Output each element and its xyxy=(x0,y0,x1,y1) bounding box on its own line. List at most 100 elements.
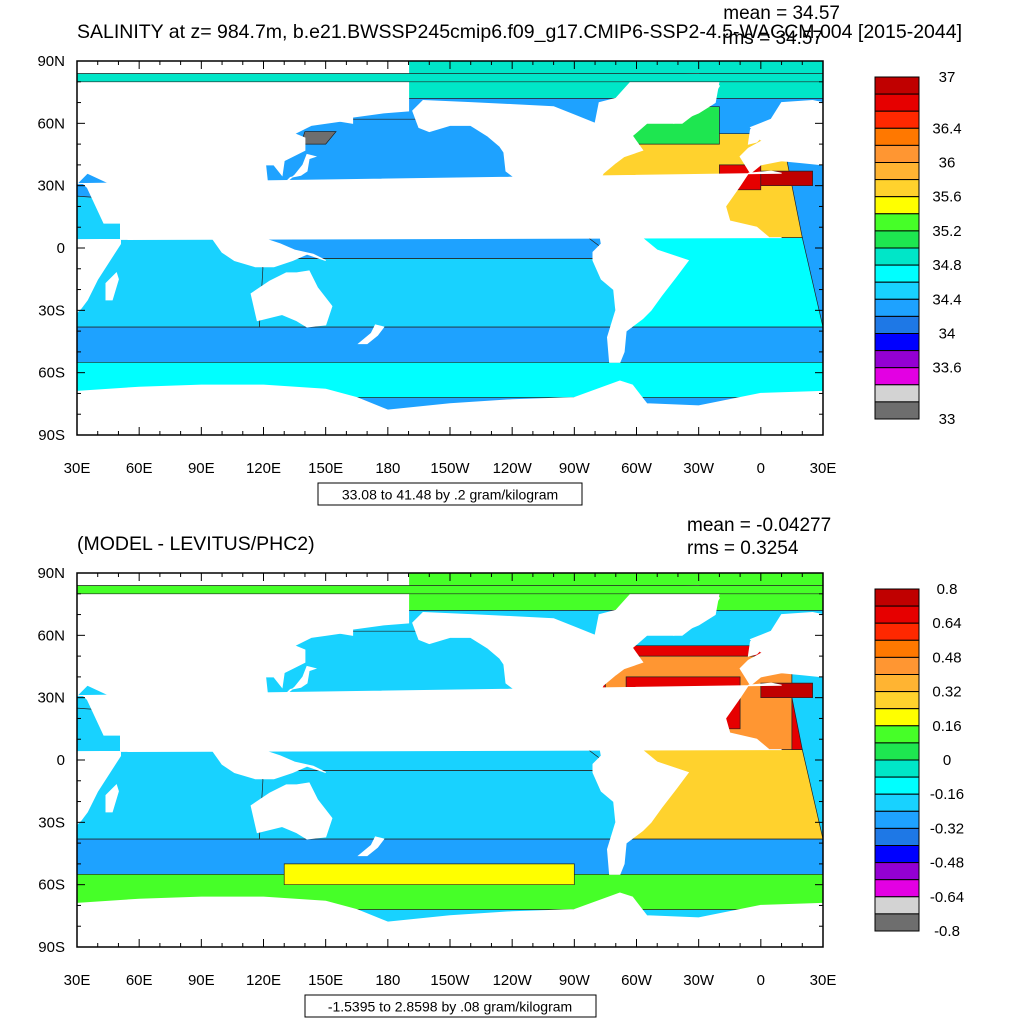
region-arctic-strip xyxy=(77,73,823,83)
land-nAmerica xyxy=(412,72,721,232)
colorbar-label: 0.32 xyxy=(932,684,961,701)
x-tick-label: 150E xyxy=(308,972,343,989)
x-tick-label: 30W xyxy=(683,460,715,477)
x-tick-label: 60E xyxy=(126,972,153,989)
colorbar-box xyxy=(874,845,920,864)
colorbar-label: 33 xyxy=(939,411,956,428)
x-tick-label: 120W xyxy=(493,972,533,989)
salinity-colorbar: 37 36.4 36 35.6 35.2 34.8 34.4 34 33.6 33 xyxy=(874,69,962,428)
panel-mean: mean = -0.04277 xyxy=(687,515,831,536)
colorbar-box xyxy=(874,725,920,744)
colorbar-box xyxy=(874,605,920,624)
colorbar-box xyxy=(874,776,920,795)
contour-info-box xyxy=(304,994,597,1018)
y-tick-label: 60N xyxy=(37,627,65,644)
land-europe xyxy=(739,613,823,686)
y-tick-label: 90S xyxy=(38,427,65,444)
colorbar-label: -0.16 xyxy=(930,786,964,803)
y-tick-label: 30N xyxy=(37,178,65,195)
y-tick-label: 0 xyxy=(57,240,65,257)
x-tick-label: 0 xyxy=(757,972,765,989)
colorbar-label: 34.8 xyxy=(932,257,961,274)
x-tick-label: 120E xyxy=(246,460,281,477)
x-tick-label: 120W xyxy=(493,460,533,477)
colorbar-box xyxy=(874,588,920,607)
land-europe xyxy=(739,101,823,174)
land-indonesia xyxy=(210,748,326,780)
land-asia xyxy=(77,61,823,165)
colorbar-box xyxy=(874,913,920,932)
colorbar-box xyxy=(874,793,920,812)
panel-mean: mean = 34.57 xyxy=(723,3,840,24)
colorbar-label: 35.2 xyxy=(932,223,961,240)
y-tick-label: 90N xyxy=(37,565,65,582)
land-madagascar xyxy=(105,783,119,813)
colorbar-label: 37 xyxy=(939,69,956,86)
colorbar-box xyxy=(874,896,920,915)
colorbar-box xyxy=(874,879,920,898)
x-tick-label: 30E xyxy=(64,460,91,477)
x-tick-label: 90W xyxy=(559,460,591,477)
colorbar-label: -0.8 xyxy=(934,923,960,940)
y-tick-label: 30N xyxy=(37,690,65,707)
x-tick-label: 150W xyxy=(430,460,470,477)
y-tick-label: 90N xyxy=(37,53,65,70)
colorbar-box xyxy=(874,315,920,334)
colorbar-box xyxy=(874,759,920,778)
land-uk xyxy=(747,638,762,657)
land-australia xyxy=(250,270,333,328)
colorbar-label: 36 xyxy=(939,155,956,172)
colorbar-box xyxy=(874,350,920,369)
colorbar-label: 33.6 xyxy=(932,360,961,377)
land-indonesia xyxy=(210,236,326,268)
colorbar-label: -0.32 xyxy=(930,820,964,837)
colorbar-box xyxy=(874,333,920,352)
colorbar-box xyxy=(874,656,920,676)
difference-axes: 30E 60E 90E 120E 150E 180 150W 120W 90W 60W 30W 0 30… xyxy=(37,565,836,989)
colorbar-box xyxy=(874,230,920,249)
colorbar-box xyxy=(874,639,920,658)
x-tick-label: 0 xyxy=(757,460,765,477)
region-arctic-strip xyxy=(77,585,823,595)
colorbar-box xyxy=(874,93,920,112)
difference-map xyxy=(76,572,824,948)
x-tick-label: 60W xyxy=(621,460,653,477)
colorbar-box xyxy=(874,127,920,146)
colorbar-label: 36.4 xyxy=(932,120,961,137)
difference-colorbar: 0.8 0.64 0.48 0.32 0.16 0 -0.16 -0.32 -0.48 -0.64… xyxy=(874,581,964,940)
land-antarctica xyxy=(77,892,823,947)
colorbar-box xyxy=(874,162,920,181)
colorbar-box xyxy=(874,281,920,300)
colorbar-box xyxy=(874,401,920,420)
region-mediterranean xyxy=(760,170,813,187)
colorbar-box xyxy=(874,144,920,163)
x-tick-label: 90E xyxy=(188,972,215,989)
region-okhotsk xyxy=(300,131,337,145)
land-australia xyxy=(250,782,333,840)
contour-info: 33.08 to 41.48 by .2 gram/kilogram xyxy=(342,487,558,503)
colorbar-box xyxy=(874,196,920,215)
y-tick-label: 30S xyxy=(38,302,65,319)
salinity-axes: 30E 60E 90E 120E 150E 180 150W 120W 90W 60W 30W 0 30… xyxy=(37,53,836,477)
contour-info-box xyxy=(317,482,583,506)
difference-panel: (MODEL - LEVITUS/PHC2) mean = -0.04277 r… xyxy=(37,515,964,1018)
colorbar-box xyxy=(874,264,920,283)
land-nz xyxy=(357,836,385,857)
colorbar-box xyxy=(874,691,920,710)
salinity-panel: SALINITY at z= 984.7m, b.e21.BWSSP245cmi… xyxy=(37,3,962,506)
colorbar-box xyxy=(874,76,920,95)
colorbar-box xyxy=(874,810,920,829)
y-tick-label: 0 xyxy=(57,752,65,769)
x-tick-label: 30E xyxy=(810,460,837,477)
x-tick-label: 30W xyxy=(683,972,715,989)
land-japan xyxy=(283,665,318,696)
colorbar-label: 0.64 xyxy=(932,615,961,632)
x-tick-label: 180 xyxy=(375,972,400,989)
colorbar-label: 35.6 xyxy=(932,189,961,206)
colorbar-box xyxy=(874,384,920,403)
land-africa xyxy=(77,170,782,314)
colorbar-box xyxy=(874,742,920,761)
colorbar-box xyxy=(874,622,920,641)
y-tick-label: 60S xyxy=(38,877,65,894)
y-tick-label: 30S xyxy=(38,814,65,831)
